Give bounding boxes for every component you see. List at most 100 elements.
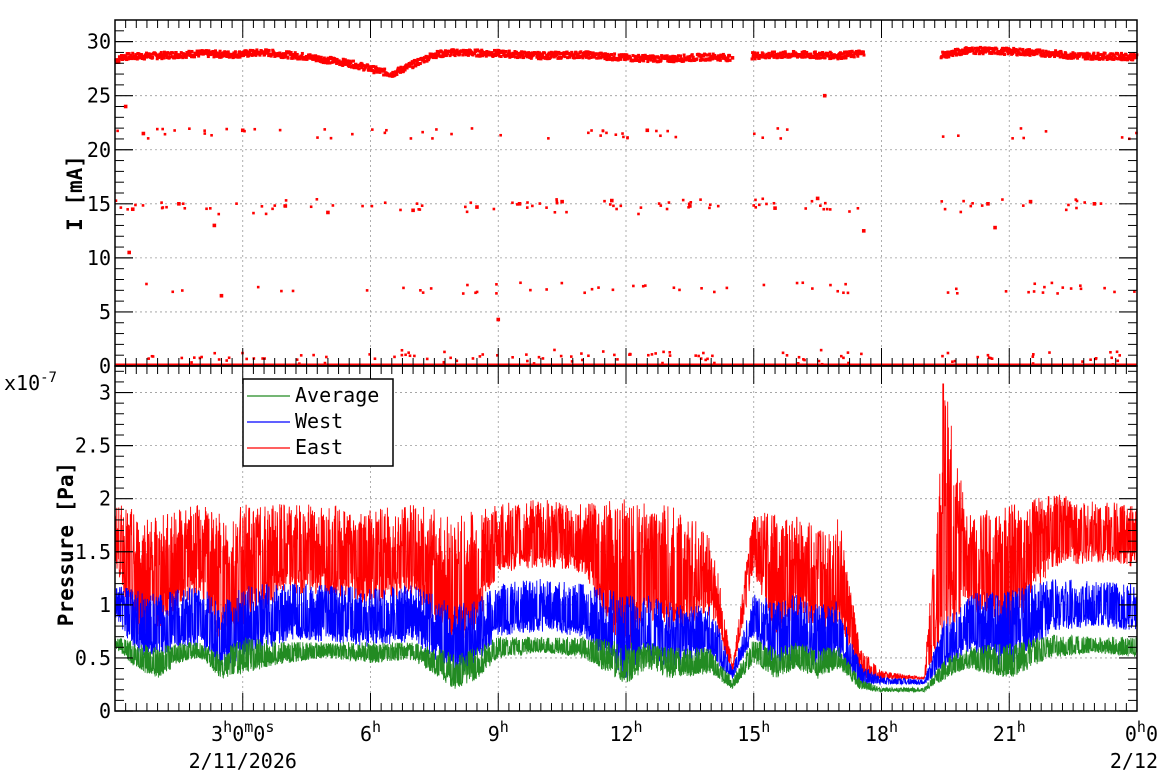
- current-point: [1027, 51, 1031, 55]
- current-point: [188, 127, 191, 130]
- current-point: [295, 52, 299, 56]
- current-point: [518, 55, 522, 59]
- current-point: [504, 49, 508, 53]
- current-point: [464, 205, 467, 209]
- current-point: [1065, 56, 1069, 60]
- current-point: [699, 198, 702, 201]
- current-point: [1059, 50, 1063, 54]
- current-point: [298, 362, 301, 365]
- current-point: [561, 54, 565, 58]
- current-point: [984, 50, 988, 54]
- current-point: [306, 53, 310, 57]
- current-point: [341, 63, 345, 67]
- current-point: [665, 54, 669, 58]
- current-point: [989, 356, 992, 360]
- current-point: [602, 52, 606, 56]
- current-point: [555, 200, 559, 203]
- current-point: [484, 53, 488, 57]
- current-point: [314, 59, 318, 63]
- current-point: [971, 48, 975, 52]
- current-point: [668, 55, 672, 59]
- current-point: [418, 61, 422, 65]
- current-point: [1074, 198, 1078, 201]
- current-point: [966, 50, 970, 54]
- current-point: [552, 51, 556, 55]
- current-point: [1041, 291, 1045, 294]
- current-point: [1048, 54, 1052, 58]
- current-point: [227, 356, 231, 360]
- current-point: [370, 204, 374, 208]
- current-point: [614, 133, 618, 137]
- current-point: [1069, 52, 1073, 56]
- current-point: [628, 56, 632, 60]
- current-point: [941, 354, 944, 358]
- current-point: [791, 54, 795, 58]
- current-point: [757, 203, 761, 207]
- current-point: [210, 52, 214, 56]
- pressure-x-tick-label: 3h0m0s: [211, 718, 274, 746]
- current-point: [829, 51, 833, 55]
- current-point: [208, 53, 212, 57]
- current-point: [538, 202, 542, 205]
- current-point: [537, 51, 541, 55]
- current-point: [393, 355, 396, 359]
- current-point: [395, 72, 399, 76]
- current-point: [509, 52, 513, 56]
- current-point: [1001, 52, 1005, 56]
- current-point: [603, 52, 607, 56]
- current-point: [988, 51, 992, 55]
- current-y-tick-label: 30: [87, 30, 111, 54]
- current-point: [648, 54, 652, 58]
- current-point: [691, 55, 695, 59]
- current-point: [752, 132, 756, 136]
- current-point: [850, 49, 854, 53]
- current-point: [431, 137, 434, 140]
- current-point: [318, 59, 322, 63]
- current-point: [155, 127, 159, 131]
- current-point: [573, 52, 577, 56]
- current-point: [708, 52, 712, 56]
- current-point: [435, 128, 438, 131]
- current-point: [1000, 46, 1004, 50]
- current-point: [402, 69, 406, 73]
- current-point: [254, 53, 258, 57]
- current-point: [842, 56, 846, 60]
- current-point: [481, 353, 485, 356]
- current-point: [610, 198, 614, 203]
- current-point: [761, 197, 765, 201]
- current-point: [555, 53, 559, 57]
- current-point: [465, 52, 469, 56]
- current-point: [555, 198, 558, 201]
- current-point: [371, 128, 374, 131]
- current-point: [726, 59, 730, 63]
- current-point: [1095, 56, 1099, 60]
- current-point: [168, 55, 172, 59]
- current-point: [1112, 53, 1116, 57]
- current-point: [657, 202, 661, 205]
- current-point: [990, 357, 994, 360]
- current-point: [532, 362, 536, 365]
- current-point: [607, 54, 611, 58]
- current-point: [453, 54, 457, 58]
- current-point: [792, 50, 796, 54]
- current-point: [142, 57, 146, 61]
- current-point: [1031, 362, 1035, 365]
- current-point: [1022, 136, 1026, 140]
- current-point: [1021, 47, 1025, 51]
- current-point: [150, 52, 154, 56]
- current-point: [576, 52, 580, 56]
- current-point: [809, 52, 813, 56]
- current-point: [1103, 286, 1106, 290]
- current-point: [242, 51, 246, 55]
- current-point: [529, 56, 533, 60]
- current-point: [159, 51, 163, 55]
- current-point: [192, 53, 196, 57]
- current-point: [496, 354, 499, 357]
- current-point: [971, 202, 974, 205]
- current-point: [689, 200, 693, 204]
- current-point: [706, 357, 709, 361]
- current-point: [160, 201, 163, 204]
- current-point: [211, 51, 215, 55]
- current-point: [331, 60, 335, 64]
